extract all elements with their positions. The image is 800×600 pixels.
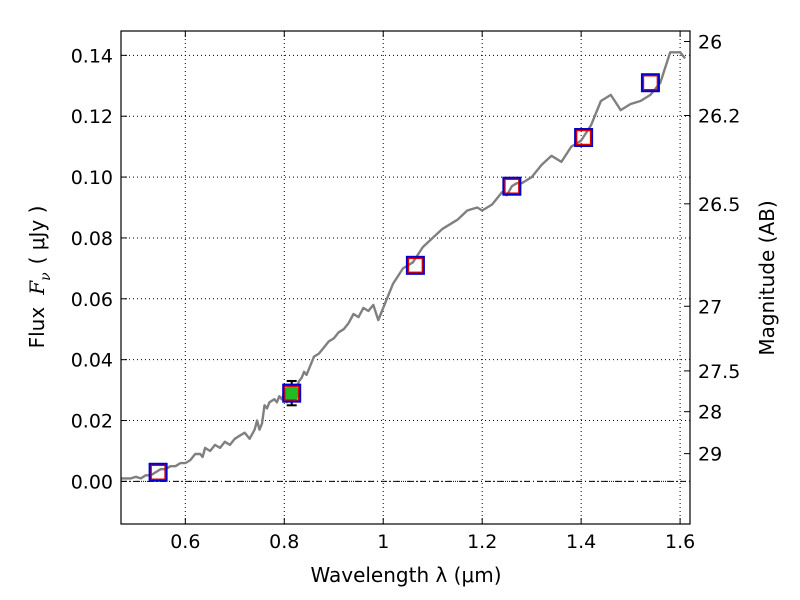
x-tick-label: 1.6	[665, 531, 695, 553]
photometry-point	[574, 128, 594, 148]
observed-band-marker	[640, 73, 660, 93]
y-tick-label: 0.14	[71, 45, 113, 67]
y-tick-label: 0.00	[71, 471, 113, 493]
y-tick-label: 0.02	[71, 411, 113, 433]
x-tick-label: 0.8	[269, 531, 299, 553]
magnitude-axis-label: Magnitude (AB)	[755, 200, 779, 355]
model-flux-marker	[283, 385, 300, 401]
y-tick-label: 0.10	[71, 167, 113, 189]
x-axis-ticks: 0.6 0.8 1 1.2 1.4 1.6	[170, 31, 695, 553]
magnitude-tick-label: 27	[698, 296, 722, 318]
y-axis-label: FluxFν( μJy )	[25, 206, 54, 349]
magnitude-axis-ticks: 26 26.2 26.5 27 27.5 28 29	[684, 31, 740, 466]
model-flux-marker	[407, 257, 424, 274]
x-axis-label: Wavelength λ (μm)	[310, 563, 501, 587]
photometry-point	[148, 462, 168, 482]
photometry-point	[282, 379, 302, 407]
detection-marker	[283, 385, 300, 402]
y-tick-label: 0.04	[71, 350, 113, 372]
observed-band-marker	[282, 383, 302, 403]
photometry-point	[405, 255, 425, 275]
model-flux-marker	[642, 74, 659, 91]
magnitude-tick-label: 27.5	[698, 361, 740, 383]
observed-band-marker	[574, 128, 594, 148]
magnitude-tick-label: 29	[698, 444, 722, 466]
y-tick-label: 0.12	[71, 106, 113, 128]
x-tick-label: 1	[377, 531, 389, 553]
x-tick-label: 1.2	[467, 531, 497, 553]
photometry-point	[502, 176, 522, 196]
y-tick-label: 0.06	[71, 289, 113, 311]
magnitude-tick-label: 26.5	[698, 194, 740, 216]
magnitude-tick-label: 28	[698, 402, 722, 424]
observed-band-marker	[405, 255, 425, 275]
x-tick-label: 1.4	[566, 531, 596, 553]
grid-lines	[121, 31, 690, 524]
model-flux-marker	[504, 178, 520, 194]
y-axis-ticks: 0.00 0.02 0.04 0.06 0.08 0.10 0.12 0.14	[71, 45, 127, 493]
magnitude-tick-label: 26.2	[698, 105, 740, 127]
observed-band-marker	[502, 176, 522, 196]
observed-band-marker	[148, 462, 168, 482]
photometry-points	[148, 73, 660, 482]
magnitude-tick-label: 26	[698, 31, 722, 53]
y-tick-label: 0.08	[71, 228, 113, 250]
model-flux-marker	[575, 129, 592, 146]
model-spectrum-line	[121, 51, 687, 480]
plot-frame	[120, 30, 691, 525]
photometry-point	[640, 73, 660, 93]
x-tick-label: 0.6	[170, 531, 200, 553]
model-flux-marker	[150, 464, 166, 481]
